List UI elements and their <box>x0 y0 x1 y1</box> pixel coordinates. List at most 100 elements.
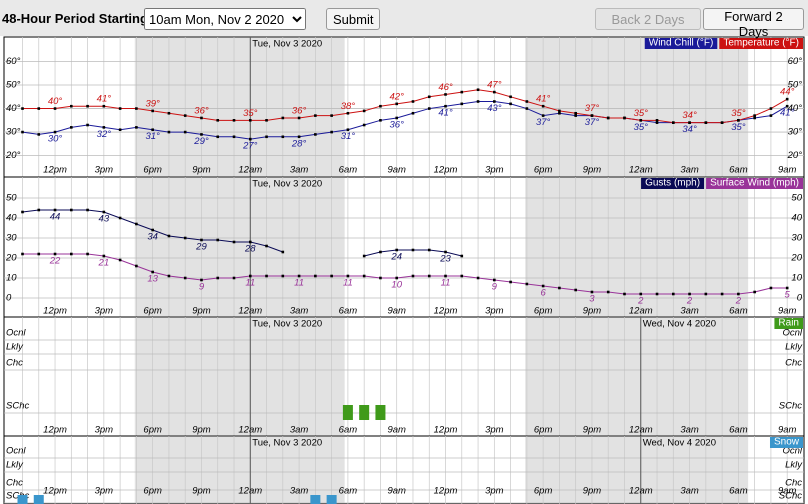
data-point <box>200 238 203 242</box>
data-point <box>395 276 399 280</box>
x-tick-label: 3pm <box>95 425 114 436</box>
x-tick-label: 12pm <box>434 306 458 317</box>
data-point <box>200 133 203 136</box>
legend-label: Rain <box>778 318 799 329</box>
value-label: 2 <box>735 296 742 307</box>
data-point <box>623 116 626 120</box>
data-point <box>118 128 122 132</box>
value-label: 10 <box>391 280 402 291</box>
value-label: 41° <box>780 108 795 119</box>
data-point <box>590 290 594 294</box>
x-tick-label: 9pm <box>192 425 211 436</box>
y-tick-label-right: 20 <box>790 253 802 264</box>
value-label: 37° <box>585 103 600 114</box>
data-point <box>37 107 41 110</box>
data-point <box>21 107 24 110</box>
data-point <box>265 244 268 248</box>
y-tick-label: 30° <box>6 127 21 138</box>
day-label: Tue, Nov 3 2020 <box>252 438 322 449</box>
value-label: 9 <box>199 282 205 293</box>
night-shade <box>525 38 749 176</box>
data-point <box>769 107 773 110</box>
x-tick-label: 12pm <box>434 486 458 497</box>
x-tick-label: 9am <box>387 425 406 436</box>
data-point <box>248 119 252 122</box>
data-point <box>395 248 399 252</box>
data-point <box>704 292 708 296</box>
value-label: 31° <box>341 131 356 142</box>
data-point <box>785 104 789 108</box>
night-shade <box>134 38 345 176</box>
data-point <box>362 274 366 278</box>
data-point <box>37 208 41 212</box>
value-label: 41° <box>438 108 453 119</box>
value-label: 37° <box>536 117 551 128</box>
x-tick-label: 12am <box>629 425 653 436</box>
data-point <box>476 276 480 280</box>
value-label: 31° <box>145 131 160 142</box>
x-tick-label: 6am <box>729 425 748 436</box>
value-label: 34° <box>682 124 697 135</box>
data-point <box>330 130 333 134</box>
data-point <box>37 252 41 256</box>
data-point <box>785 97 789 101</box>
data-point <box>558 111 561 115</box>
x-tick-label: 3am <box>680 486 699 497</box>
data-point <box>86 104 89 108</box>
period-label: 48-Hour Period Starting: <box>2 11 153 26</box>
legend-box <box>641 178 705 189</box>
data-point <box>265 135 268 139</box>
data-point <box>769 114 773 117</box>
x-tick-label: 12pm <box>43 165 67 176</box>
data-point <box>167 274 171 278</box>
x-tick-label: 3pm <box>485 165 504 176</box>
submit-button[interactable]: Submit <box>326 8 381 30</box>
y-tick-label: 40° <box>6 103 21 114</box>
data-point <box>297 116 301 120</box>
data-point <box>102 210 106 214</box>
data-point <box>509 280 512 284</box>
data-point <box>297 274 301 278</box>
data-point <box>86 208 89 212</box>
level-label: Ocnl <box>6 446 26 457</box>
data-point <box>102 104 106 108</box>
value-label: 32° <box>97 129 112 140</box>
data-point <box>232 240 236 244</box>
x-tick-label: 12pm <box>434 425 458 436</box>
data-point <box>248 240 252 244</box>
data-point <box>70 252 73 256</box>
data-point <box>655 121 659 124</box>
x-tick-label: 12am <box>238 486 262 497</box>
legend-label: Surface Wind (mph) <box>710 178 799 189</box>
value-label: 44 <box>50 212 61 223</box>
data-point <box>395 116 399 120</box>
y-tick-label-right: 40 <box>791 213 802 224</box>
data-point <box>167 130 171 134</box>
data-point <box>704 121 708 124</box>
level-label-right: SChc <box>779 491 802 502</box>
x-tick-label: 3pm <box>485 306 504 317</box>
value-label: 39° <box>145 98 160 109</box>
x-tick-label: 9pm <box>192 486 211 497</box>
x-tick-label: 9pm <box>583 306 602 317</box>
data-point <box>53 252 57 256</box>
value-label: 30° <box>48 134 63 145</box>
y-tick-label: 40 <box>6 213 17 224</box>
x-tick-label: 3am <box>290 165 309 176</box>
back-button[interactable]: Back 2 Days <box>595 8 701 30</box>
y-tick-label: 20° <box>5 150 21 161</box>
forward-button[interactable]: Forward 2 Days <box>703 8 804 39</box>
y-tick-label: 50° <box>6 80 21 91</box>
value-label: 43° <box>487 103 502 114</box>
period-select[interactable]: 10am Mon, Nov 2 2020 <box>144 8 306 30</box>
data-point <box>102 254 106 258</box>
data-point <box>379 276 382 280</box>
x-tick-label: 9am <box>778 165 797 176</box>
data-point <box>493 100 496 103</box>
x-tick-label: 12am <box>629 486 653 497</box>
data-point <box>53 107 57 110</box>
precip-bar <box>342 405 353 420</box>
data-point <box>606 290 610 294</box>
x-tick-label: 3pm <box>485 486 504 497</box>
